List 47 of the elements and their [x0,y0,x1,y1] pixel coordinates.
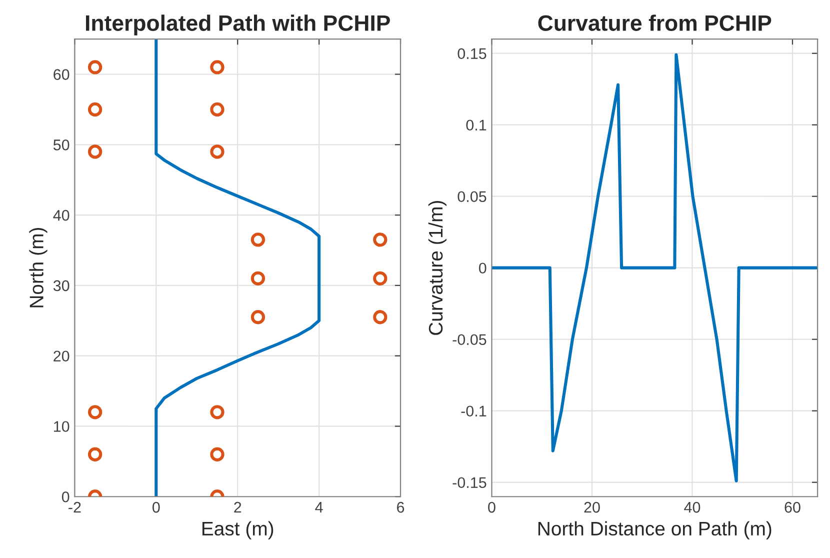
line-series [492,53,818,482]
x-tick-label: -2 [68,502,81,513]
line-series [154,39,321,497]
y-tick-label: 0.1 [466,120,486,131]
x-tick-label: 6 [397,502,404,513]
point [210,60,224,74]
x-tick-label: 0 [488,502,496,513]
y-tick-label: 10 [54,421,70,432]
x-tick-label: 60 [784,502,800,513]
y-tick-label: 0.05 [458,191,486,202]
x-axis-title: East (m) [202,521,274,540]
point [88,102,102,117]
x-tick-label: 20 [584,502,600,513]
y-axis-title: Curvature (1/m) [428,200,446,335]
point [210,405,224,420]
point [373,232,388,247]
chart-title: Curvature from PCHIP [538,14,772,31]
point [88,60,102,74]
y-tick-label: -0.1 [461,406,486,417]
point [210,144,224,159]
chart-title: Interpolated Path with PCHIP [86,14,390,36]
y-tick-label: 20 [54,350,70,362]
point [250,310,266,324]
y-tick-label: 30 [53,280,70,292]
y-tick-label: 50 [53,140,70,150]
point [210,102,224,117]
point [373,271,388,286]
x-tick-label: 40 [684,502,700,513]
y-tick-label: 60 [54,69,70,80]
point [88,447,102,462]
y-tick-label: 0.15 [458,48,486,60]
y-tick-label: 40 [53,210,70,221]
point [250,232,266,247]
x-tick-label: 0 [152,502,160,513]
point [88,405,102,420]
x-axis-title: North Distance on Path (m) [538,521,772,540]
point [250,271,266,286]
y-tick-label: 0 [478,262,486,274]
y-axis-title: North (m) [29,228,48,308]
x-tick-label: 4 [315,502,323,513]
x-tick-label: 2 [234,502,242,513]
y-tick-label: -0.05 [452,334,486,346]
point [88,144,102,159]
point [210,447,224,462]
y-tick-label: 0 [62,491,70,502]
point [373,310,388,324]
y-tick-label: -0.15 [452,477,486,488]
